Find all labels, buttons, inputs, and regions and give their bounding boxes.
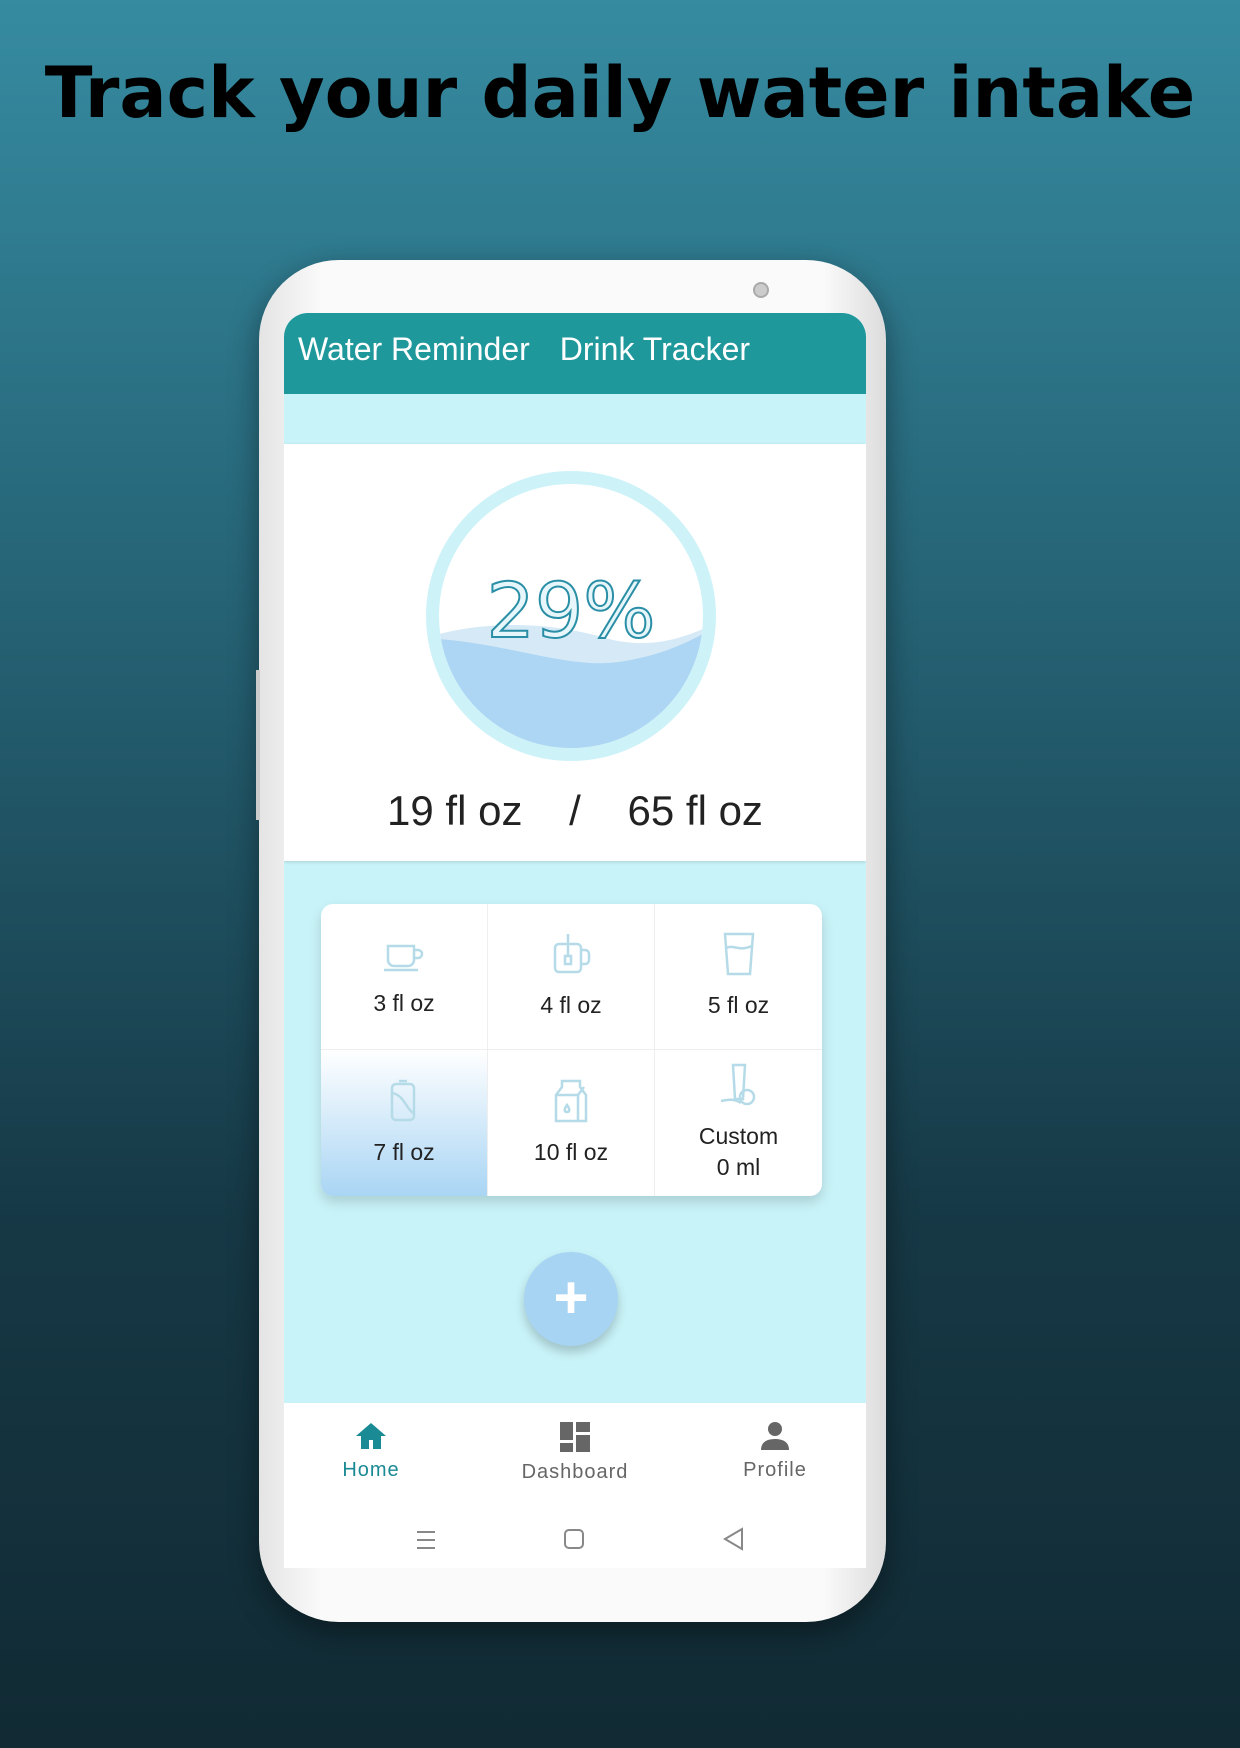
drink-label: 5 fl oz <box>707 992 770 1018</box>
drink-label: Custom <box>698 1123 779 1149</box>
nav-label: Dashboard <box>521 1461 629 1483</box>
app-screen: Water Reminder Drink Tracker 29% 19 fl oz… <box>284 313 866 1568</box>
goal-intake: 65 fl oz <box>627 787 763 834</box>
add-drink-button[interactable]: + <box>524 1252 618 1346</box>
current-intake: 19 fl oz <box>387 787 523 834</box>
app-bar: Water Reminder Drink Tracker <box>284 313 866 394</box>
home-system-icon <box>564 1529 584 1549</box>
camera <box>753 282 769 298</box>
headline: Track your daily water intake <box>44 52 1196 134</box>
app-subtitle: Drink Tracker <box>559 331 751 367</box>
app-title: Water Reminder <box>298 331 530 367</box>
water-wave <box>439 624 703 748</box>
juice-icon <box>720 1063 755 1106</box>
nav-dashboard[interactable]: Dashboard <box>495 1421 655 1484</box>
nav-label: Home <box>342 1459 400 1481</box>
progress-card: 29% 19 fl oz / 65 fl oz <box>284 444 866 861</box>
soda-can-icon <box>390 1079 416 1121</box>
percent-label: 29% <box>486 565 657 656</box>
nav-label: Profile <box>743 1459 807 1481</box>
drink-option-3oz[interactable]: 3 fl oz <box>321 904 488 1050</box>
bottom-navigation: Home Dashboard Profile <box>284 1403 866 1568</box>
recent-apps-icon <box>417 1531 435 1549</box>
drink-size-grid: 3 fl oz 4 fl oz 5 fl oz 7 fl oz 10 fl oz… <box>321 904 822 1196</box>
coffee-cup-icon <box>384 944 424 972</box>
system-navigation <box>417 1527 743 1551</box>
drink-option-7oz[interactable]: 7 fl oz <box>321 1050 488 1196</box>
separator: / <box>569 787 581 834</box>
back-icon <box>723 1527 743 1551</box>
drink-label: 10 fl oz <box>533 1138 609 1165</box>
tea-mug-icon <box>553 934 591 974</box>
dashboard-icon <box>560 1422 590 1452</box>
water-glass-icon <box>723 932 754 976</box>
profile-icon <box>761 1422 789 1450</box>
home-icon <box>356 1423 386 1449</box>
drink-label: 7 fl oz <box>373 1138 435 1165</box>
drink-option-4oz[interactable]: 4 fl oz <box>488 904 655 1050</box>
phone-frame: Water Reminder Drink Tracker 29% 19 fl oz… <box>256 260 886 1622</box>
drink-option-10oz[interactable]: 10 fl oz <box>488 1050 655 1196</box>
side-button <box>256 670 260 820</box>
drink-label: 4 fl oz <box>540 992 602 1018</box>
intake-amount: 19 fl oz / 65 fl oz <box>284 787 866 835</box>
drink-label: 3 fl oz <box>373 990 435 1016</box>
custom-amount: 0 ml <box>716 1154 761 1180</box>
nav-home[interactable]: Home <box>291 1421 451 1482</box>
progress-ring: 29% <box>426 471 716 761</box>
milk-carton-icon <box>554 1079 588 1122</box>
nav-profile[interactable]: Profile <box>695 1421 855 1482</box>
drink-option-5oz[interactable]: 5 fl oz <box>655 904 822 1050</box>
drink-option-custom[interactable]: Custom 0 ml <box>655 1050 822 1196</box>
